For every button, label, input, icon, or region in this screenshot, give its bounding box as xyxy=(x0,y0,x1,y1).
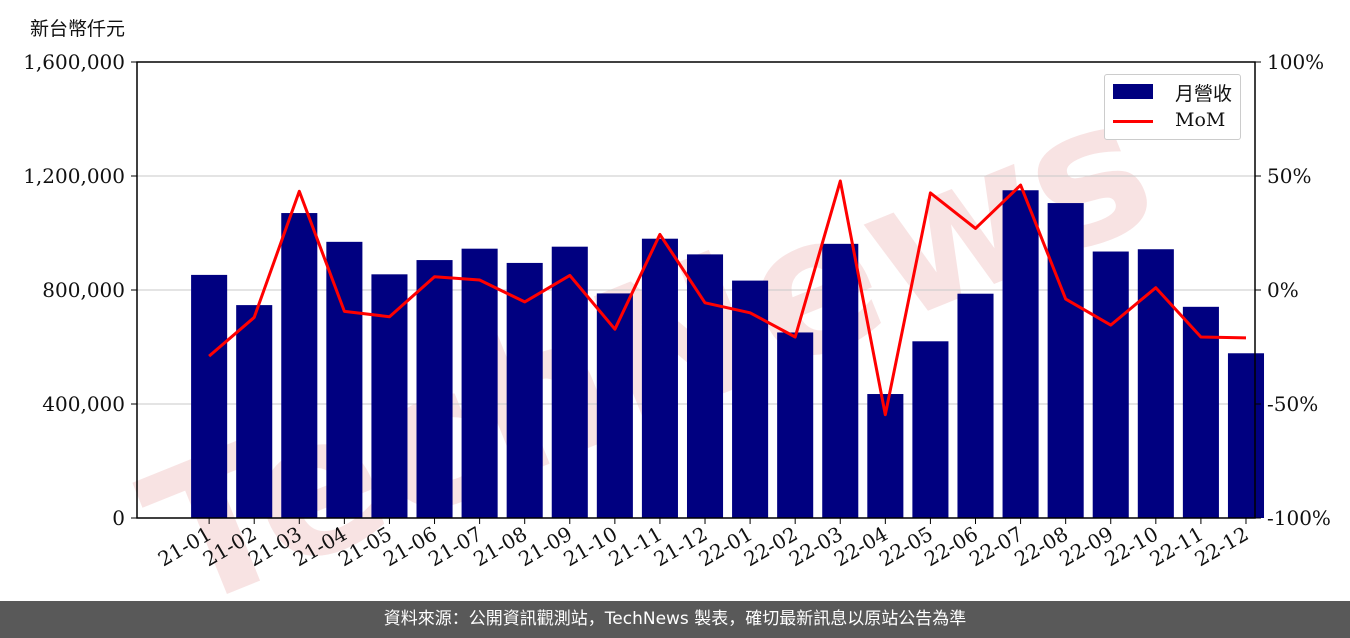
mom-series xyxy=(208,179,1247,417)
revenue-bar xyxy=(912,341,949,518)
revenue-bar xyxy=(822,243,859,518)
x-tick-label: 22-12 xyxy=(1191,522,1253,572)
revenue-bar xyxy=(957,293,994,518)
bar-series xyxy=(191,190,1265,519)
left-axis: 0 400,000 800,000 1,200,000 1,600,000 xyxy=(23,50,137,530)
legend-item-revenue: 月營收 xyxy=(1113,79,1238,105)
legend-swatch-line xyxy=(1113,120,1153,123)
revenue-bar xyxy=(1047,203,1084,518)
right-tick-label: -100% xyxy=(1267,506,1331,530)
right-tick-label: -50% xyxy=(1267,392,1318,416)
revenue-bar xyxy=(371,274,408,518)
legend-label-mom: MoM xyxy=(1175,109,1226,131)
legend-item-mom: MoM xyxy=(1113,109,1238,133)
revenue-bar xyxy=(281,213,318,519)
revenue-bar xyxy=(641,238,678,518)
revenue-bar xyxy=(506,262,543,518)
revenue-bar xyxy=(596,293,633,518)
right-tick-label: 100% xyxy=(1267,50,1324,74)
unit-label: 新台幣仟元 xyxy=(30,18,126,40)
revenue-bar xyxy=(236,305,273,518)
revenue-bar xyxy=(461,248,498,519)
mom-line xyxy=(208,179,1247,417)
revenue-bar xyxy=(1227,353,1265,518)
legend-label-revenue: 月營收 xyxy=(1175,83,1233,105)
revenue-bar xyxy=(416,260,453,518)
right-tick-label: 50% xyxy=(1267,164,1311,188)
revenue-bar xyxy=(551,246,588,518)
revenue-bar xyxy=(732,280,769,518)
revenue-bar xyxy=(777,332,814,518)
revenue-bar xyxy=(191,274,228,518)
left-tick-label: 800,000 xyxy=(42,278,125,302)
left-tick-label: 0 xyxy=(112,506,125,530)
source-footer: 資料來源：公開資訊觀測站，TechNews 製表，確切最新訊息以原站公告為準 xyxy=(0,601,1350,638)
left-tick-label: 1,600,000 xyxy=(23,50,125,74)
left-tick-label: 1,200,000 xyxy=(23,164,125,188)
revenue-bar xyxy=(1092,251,1129,518)
right-axis: -100% -50% 0% 50% 100% xyxy=(1255,50,1331,530)
revenue-bar xyxy=(326,241,363,518)
revenue-bar xyxy=(686,254,724,518)
revenue-bar xyxy=(1137,249,1174,518)
left-tick-label: 400,000 xyxy=(42,392,125,416)
legend: 月營收 MoM xyxy=(1104,74,1241,140)
revenue-bar xyxy=(1182,306,1219,518)
chart: TechNews 0400,000800,0001,200,0001,600,0… xyxy=(23,50,1331,600)
revenue-bar xyxy=(1002,190,1039,518)
legend-swatch-bar xyxy=(1113,84,1153,99)
right-tick-label: 0% xyxy=(1267,278,1299,302)
